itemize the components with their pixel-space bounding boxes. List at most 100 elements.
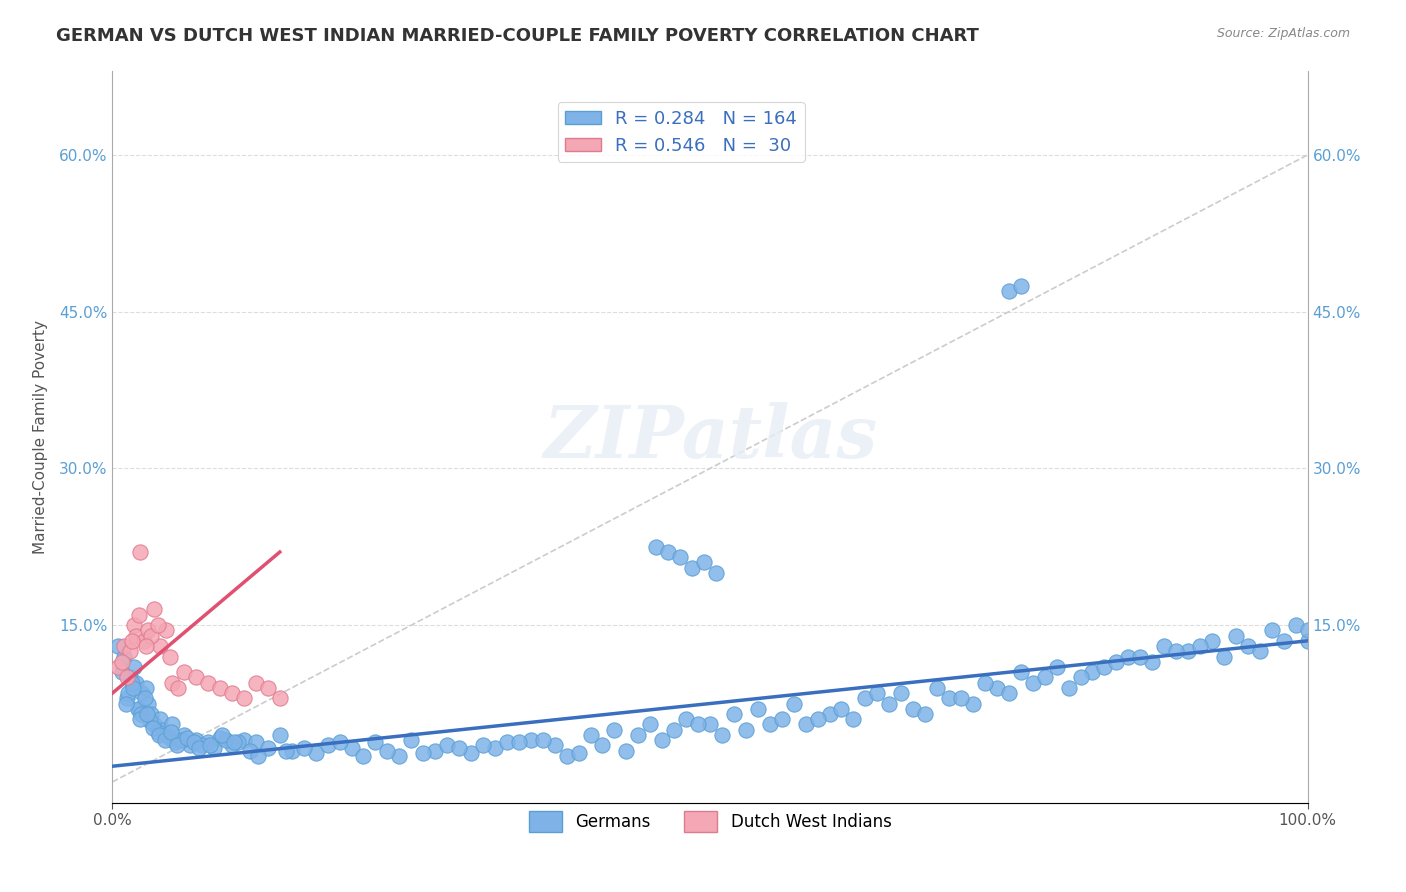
- Point: [245, 675, 267, 690]
- Point: [388, 748, 411, 763]
- Point: [938, 691, 960, 706]
- Point: [166, 739, 188, 753]
- Text: ZIPatlas: ZIPatlas: [543, 401, 877, 473]
- Point: [1296, 633, 1319, 648]
- Point: [1177, 644, 1199, 658]
- Point: [115, 670, 138, 684]
- Point: [114, 697, 136, 711]
- Point: [226, 735, 249, 749]
- Point: [543, 739, 565, 753]
- Point: [107, 660, 129, 674]
- Point: [176, 731, 198, 745]
- Point: [121, 675, 143, 690]
- Point: [187, 741, 209, 756]
- Point: [927, 681, 949, 695]
- Point: [121, 633, 143, 648]
- Point: [364, 735, 387, 749]
- Point: [669, 550, 692, 565]
- Point: [735, 723, 758, 737]
- Point: [1213, 649, 1236, 664]
- Point: [699, 717, 721, 731]
- Point: [1272, 633, 1295, 648]
- Point: [173, 728, 195, 742]
- Point: [645, 540, 668, 554]
- Point: [1285, 618, 1308, 632]
- Point: [138, 714, 160, 729]
- Point: [269, 691, 291, 706]
- Point: [592, 739, 614, 753]
- Point: [257, 681, 280, 695]
- Point: [1153, 639, 1175, 653]
- Legend: Germans, Dutch West Indians: Germans, Dutch West Indians: [522, 805, 898, 838]
- Point: [153, 733, 176, 747]
- Point: [627, 728, 650, 742]
- Point: [115, 691, 138, 706]
- Point: [693, 556, 716, 570]
- Point: [125, 675, 148, 690]
- Point: [128, 702, 150, 716]
- Point: [890, 686, 912, 700]
- Point: [472, 739, 495, 753]
- Point: [122, 618, 145, 632]
- Point: [114, 649, 135, 664]
- Point: [831, 702, 853, 716]
- Point: [152, 723, 174, 737]
- Point: [1166, 644, 1188, 658]
- Point: [120, 644, 142, 658]
- Point: [1070, 670, 1092, 684]
- Point: [651, 733, 673, 747]
- Point: [1010, 665, 1032, 680]
- Point: [142, 721, 165, 735]
- Point: [209, 681, 232, 695]
- Point: [146, 618, 169, 632]
- Point: [436, 739, 458, 753]
- Point: [131, 686, 153, 700]
- Point: [111, 655, 134, 669]
- Point: [1094, 660, 1116, 674]
- Point: [138, 697, 160, 711]
- Point: [149, 712, 172, 726]
- Point: [138, 624, 160, 638]
- Point: [1081, 665, 1104, 680]
- Point: [274, 743, 297, 757]
- Point: [723, 706, 745, 721]
- Point: [129, 545, 152, 559]
- Point: [292, 741, 315, 756]
- Point: [747, 702, 769, 716]
- Point: [460, 746, 482, 760]
- Point: [114, 639, 135, 653]
- Point: [125, 629, 148, 643]
- Point: [149, 639, 172, 653]
- Point: [818, 706, 841, 721]
- Point: [257, 741, 280, 756]
- Point: [233, 733, 256, 747]
- Point: [675, 712, 697, 726]
- Point: [143, 602, 166, 616]
- Point: [579, 728, 602, 742]
- Point: [162, 717, 183, 731]
- Point: [704, 566, 727, 580]
- Point: [202, 741, 225, 756]
- Point: [449, 741, 471, 756]
- Point: [247, 748, 270, 763]
- Point: [224, 735, 246, 749]
- Point: [1046, 660, 1069, 674]
- Point: [197, 735, 219, 749]
- Point: [950, 691, 973, 706]
- Point: [197, 675, 219, 690]
- Point: [688, 717, 710, 731]
- Point: [508, 735, 530, 749]
- Point: [974, 675, 997, 690]
- Point: [1225, 629, 1247, 643]
- Point: [866, 686, 889, 700]
- Point: [1022, 675, 1045, 690]
- Point: [401, 733, 423, 747]
- Point: [1129, 649, 1152, 664]
- Point: [657, 545, 679, 559]
- Point: [200, 739, 222, 753]
- Point: [962, 697, 984, 711]
- Point: [281, 743, 304, 757]
- Point: [162, 675, 183, 690]
- Point: [555, 748, 578, 763]
- Point: [664, 723, 686, 737]
